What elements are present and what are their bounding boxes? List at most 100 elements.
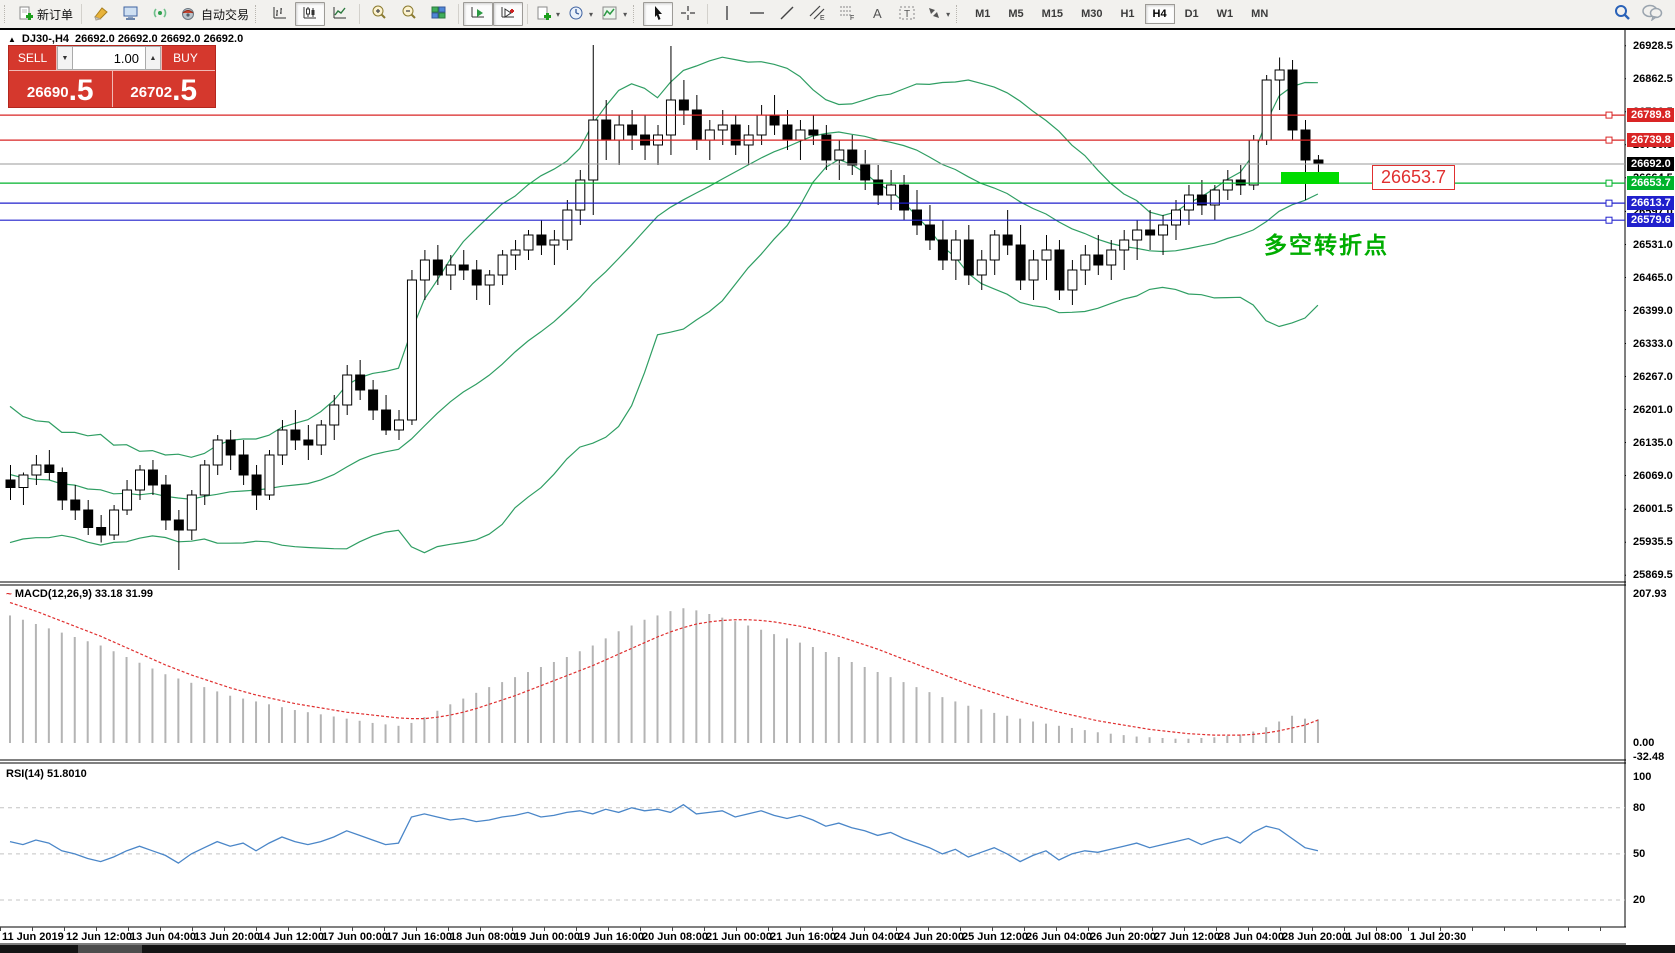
time-axis-label: 26 Jun 20:00 (1090, 931, 1157, 943)
time-axis-label: 1 Jul 08:00 (1346, 931, 1403, 943)
zoom-out-icon (400, 4, 418, 24)
ohlc-values: 26692.0 26692.0 26692.0 26692.0 (75, 33, 244, 45)
toolbar-separator (359, 4, 361, 24)
time-axis-label: 13 Jun 04:00 (130, 931, 197, 943)
hline-price-badge[interactable]: 26613.7 (1627, 196, 1674, 211)
macd-line-color-icon: ~ (6, 588, 12, 600)
buy-price[interactable]: 26702 .5 (113, 71, 216, 107)
time-axis-label: 12 Jun 12:00 (66, 931, 133, 943)
crosshair-icon (680, 5, 696, 24)
price-tick: 26333.0 (1633, 337, 1673, 350)
new-chart-button[interactable]: ▾ (532, 2, 564, 26)
hline-price-badge[interactable]: 26579.6 (1627, 213, 1674, 228)
time-axis-label: 24 Jun 20:00 (898, 931, 965, 943)
timeframe-m15-button[interactable]: M15 (1041, 8, 1064, 20)
text-icon: A (870, 5, 884, 24)
price-tick: 26862.5 (1633, 72, 1673, 85)
volume-increase-button[interactable]: ▲ (145, 46, 161, 70)
chat-icon[interactable] (1641, 3, 1663, 26)
signal-button[interactable] (146, 2, 176, 26)
volume-input[interactable] (73, 46, 145, 70)
timeframe-w1-button[interactable]: W1 (1216, 8, 1234, 20)
horizontal-line-tool-button[interactable] (742, 2, 772, 26)
time-axis-label: 28 Jun 20:00 (1282, 931, 1349, 943)
sell-button[interactable]: SELL (9, 46, 57, 70)
hline-price-badge[interactable]: 26739.8 (1627, 133, 1674, 148)
time-axis-label: 14 Jun 12:00 (258, 931, 325, 943)
timeframe-m5-button[interactable]: M5 (1008, 8, 1024, 20)
taskbar-item[interactable] (78, 945, 142, 953)
zoom-out-button[interactable] (394, 2, 424, 26)
time-axis-label: 24 Jun 04:00 (834, 931, 901, 943)
periods-button[interactable]: ▾ (564, 2, 597, 26)
signal-icon (152, 5, 170, 24)
time-axis-label: 25 Jun 12:00 (962, 931, 1029, 943)
support-price-tag[interactable]: 26653.7 (1372, 165, 1456, 190)
chart-window-border (0, 28, 1675, 30)
search-icon[interactable] (1613, 3, 1631, 26)
macd-label-row: ~ MACD(12,26,9) 33.18 31.99 (6, 588, 153, 600)
chart-shift-button[interactable] (493, 2, 524, 26)
fibonacci-icon: F (838, 4, 856, 24)
chevron-down-icon: ▾ (946, 9, 951, 19)
timeframe-h4-button[interactable]: H4 (1144, 4, 1175, 24)
timeframe-h1-button[interactable]: H1 (1120, 8, 1135, 20)
current-price-badge[interactable]: 26692.0 (1627, 157, 1674, 171)
candlestick-chart-button[interactable] (295, 2, 326, 26)
rsi-scale-tick: 80 (1633, 801, 1646, 814)
price-axis[interactable]: 26928.526862.526796.526730.526664.526597… (1626, 30, 1675, 945)
cursor-icon (651, 5, 665, 24)
tile-windows-button[interactable] (424, 2, 454, 26)
terminal-button[interactable] (116, 2, 146, 26)
turning-point-note[interactable]: 多空转折点 (1264, 232, 1389, 258)
svg-text:E: E (820, 15, 825, 21)
timeframe-m30-button[interactable]: M30 (1081, 8, 1103, 20)
timeframe-group: M1 M5 M15 M30 H1 H4 D1 W1 MN (966, 4, 1277, 24)
time-axis[interactable]: 11 Jun 2019 12 Jun 12:00 13 Jun 04:00 13 Ju… (0, 927, 1625, 945)
zoom-in-button[interactable] (364, 2, 394, 26)
vertical-line-tool-button[interactable] (712, 2, 742, 26)
indicators-button[interactable]: ▾ (597, 2, 631, 26)
toolbar-grip[interactable] (4, 5, 10, 23)
trendline-tool-button[interactable] (772, 2, 802, 26)
styler-button[interactable] (86, 2, 116, 26)
price-tick: 26135.0 (1633, 436, 1673, 449)
text-tool-button[interactable]: A (862, 2, 892, 26)
hline-price-badge[interactable]: 26653.7 (1627, 176, 1674, 191)
bar-chart-button[interactable] (265, 2, 295, 26)
hline-price-badge[interactable]: 26789.8 (1627, 108, 1674, 123)
toolbar-grip[interactable] (956, 5, 962, 23)
cursor-button[interactable] (643, 2, 674, 26)
buy-button[interactable]: BUY (161, 46, 209, 70)
sell-price-main: 26690 (26, 84, 69, 101)
time-axis-label: 13 Jun 20:00 (194, 931, 261, 943)
sell-price[interactable]: 26690 .5 (9, 71, 113, 107)
timeframe-m1-button[interactable]: M1 (975, 8, 991, 20)
horizontal-line-icon (748, 5, 766, 24)
auto-trading-icon (180, 5, 198, 24)
line-chart-button[interactable] (325, 2, 355, 26)
equidistant-channel-button[interactable]: E (802, 2, 832, 26)
arrows-tool-button[interactable]: ▾ (922, 2, 954, 26)
crosshair-button[interactable] (673, 2, 703, 26)
trendline-icon (779, 5, 795, 24)
auto-trading-button[interactable]: 自动交易 (176, 2, 253, 26)
rsi-scale-tick: 100 (1633, 771, 1652, 783)
timeframe-d1-button[interactable]: D1 (1184, 8, 1199, 20)
text-label-tool-button[interactable]: T (892, 2, 922, 26)
new-order-button[interactable]: 新订单 (14, 2, 77, 26)
time-axis-label: 20 Jun 08:00 (642, 931, 709, 943)
timeframe-mn-button[interactable]: MN (1251, 8, 1269, 20)
price-tick: 26531.0 (1633, 238, 1673, 251)
toolbar-grip[interactable] (255, 5, 261, 23)
volume-decrease-button[interactable]: ▼ (57, 46, 73, 70)
fibonacci-tool-button[interactable]: F (832, 2, 862, 26)
auto-scroll-button[interactable] (463, 2, 494, 26)
toolbar-grip[interactable] (633, 5, 639, 23)
auto-scroll-icon (469, 5, 487, 24)
tile-windows-icon (430, 5, 448, 24)
time-axis-label: 26 Jun 04:00 (1026, 931, 1093, 943)
candlestick-chart-icon (301, 5, 319, 24)
support-highlight-bar[interactable] (1281, 172, 1339, 184)
